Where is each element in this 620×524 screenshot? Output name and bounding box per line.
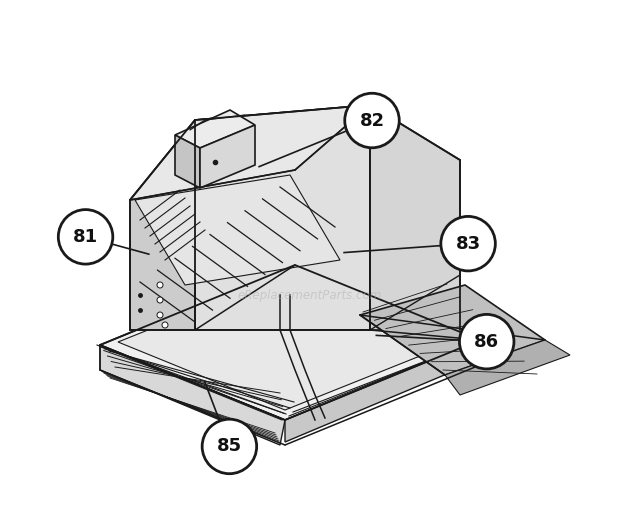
Circle shape (162, 322, 168, 328)
Circle shape (157, 312, 163, 318)
Text: 81: 81 (73, 228, 98, 246)
Text: 86: 86 (474, 333, 499, 351)
Text: 85: 85 (217, 438, 242, 455)
Circle shape (157, 282, 163, 288)
Text: 83: 83 (456, 235, 480, 253)
Polygon shape (130, 105, 370, 200)
Polygon shape (445, 340, 570, 395)
Polygon shape (130, 120, 195, 330)
Polygon shape (200, 125, 255, 188)
Circle shape (459, 314, 514, 369)
Polygon shape (135, 175, 340, 285)
Polygon shape (285, 340, 480, 442)
Circle shape (157, 297, 163, 303)
Polygon shape (100, 265, 480, 420)
Polygon shape (118, 270, 465, 410)
Circle shape (202, 419, 257, 474)
Text: eReplacementParts.com: eReplacementParts.com (238, 289, 382, 301)
Circle shape (441, 216, 495, 271)
Polygon shape (100, 345, 285, 445)
Circle shape (345, 93, 399, 148)
Polygon shape (360, 285, 545, 375)
Polygon shape (195, 105, 370, 330)
Polygon shape (175, 135, 200, 188)
Text: 82: 82 (360, 112, 384, 129)
Polygon shape (370, 105, 460, 330)
Circle shape (58, 210, 113, 264)
Polygon shape (175, 110, 255, 148)
